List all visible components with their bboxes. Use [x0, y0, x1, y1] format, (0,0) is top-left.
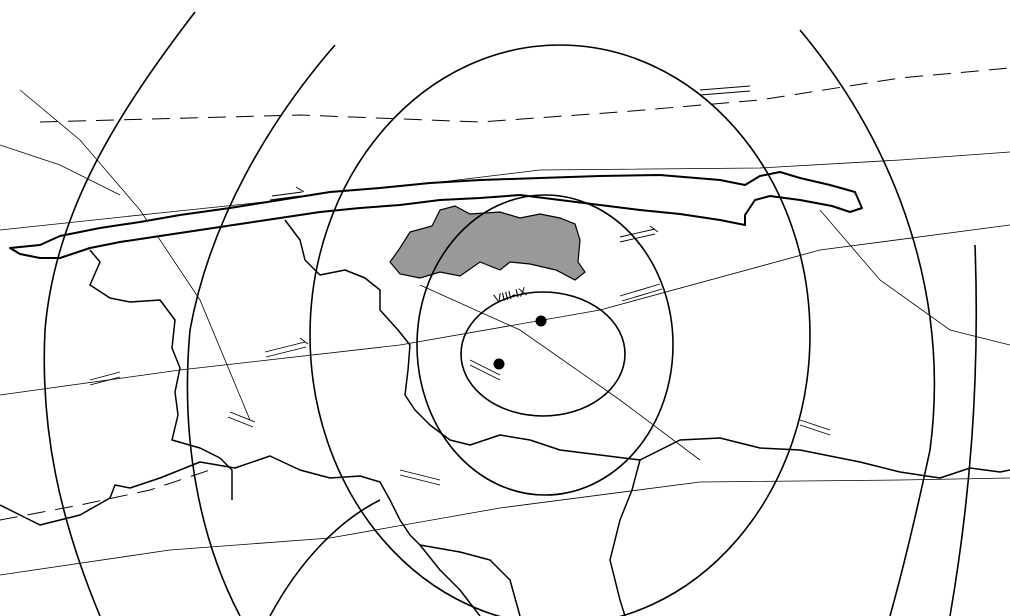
fault-line-west: [19, 89, 251, 421]
isoseismal-outer-east: [799, 29, 936, 616]
isoseismal-ring-3: [309, 44, 811, 616]
fault-lines: [0, 67, 1010, 576]
arrow-symbol-2: [619, 225, 659, 243]
arrow-symbol-7: [799, 419, 831, 436]
border-south: [0, 455, 521, 616]
isoseismal-far-east: [949, 244, 978, 616]
isoseismal-ring-4: [416, 194, 674, 496]
fault-line-diagonal: [419, 284, 701, 461]
fault-line-north: [39, 67, 1010, 123]
isoseismal-second-west: [186, 44, 336, 616]
coastline: [9, 171, 863, 259]
isoseismal-label: VIII-IX: [492, 284, 528, 306]
border-southeast: [609, 459, 641, 616]
arrow-symbol-4: [89, 371, 121, 386]
fault-line-west-short: [0, 144, 121, 196]
isoseismal-southwest-arc: [269, 499, 381, 616]
shaded-area: [389, 205, 586, 281]
isoseismal-ring-viii-ix: [460, 291, 626, 417]
borders: [0, 219, 1010, 616]
fault-line-east: [819, 209, 1010, 346]
arrow-symbol-8: [399, 469, 441, 486]
border-east: [639, 437, 1010, 479]
border-south-central: [419, 544, 481, 616]
arrow-symbol-10: [469, 359, 501, 381]
isoseismal-outer-west: [43, 11, 196, 616]
fault-line-south: [0, 477, 1010, 576]
arrow-symbol-5: [699, 85, 751, 96]
fault-arrows: [89, 85, 831, 486]
arrow-symbol-9: [227, 411, 256, 428]
fault-line-main: [0, 151, 1010, 231]
epicenter-dot: [535, 315, 547, 327]
fault-line-central: [0, 224, 1010, 396]
arrow-symbol-6: [619, 283, 663, 302]
epicenter-dot: [493, 358, 505, 370]
border-center-north: [284, 219, 641, 461]
isoseismal-lines: [43, 11, 978, 616]
arrow-symbol-3: [264, 337, 309, 358]
border-west: [89, 249, 233, 500]
fault-line-southwest: [0, 469, 211, 521]
